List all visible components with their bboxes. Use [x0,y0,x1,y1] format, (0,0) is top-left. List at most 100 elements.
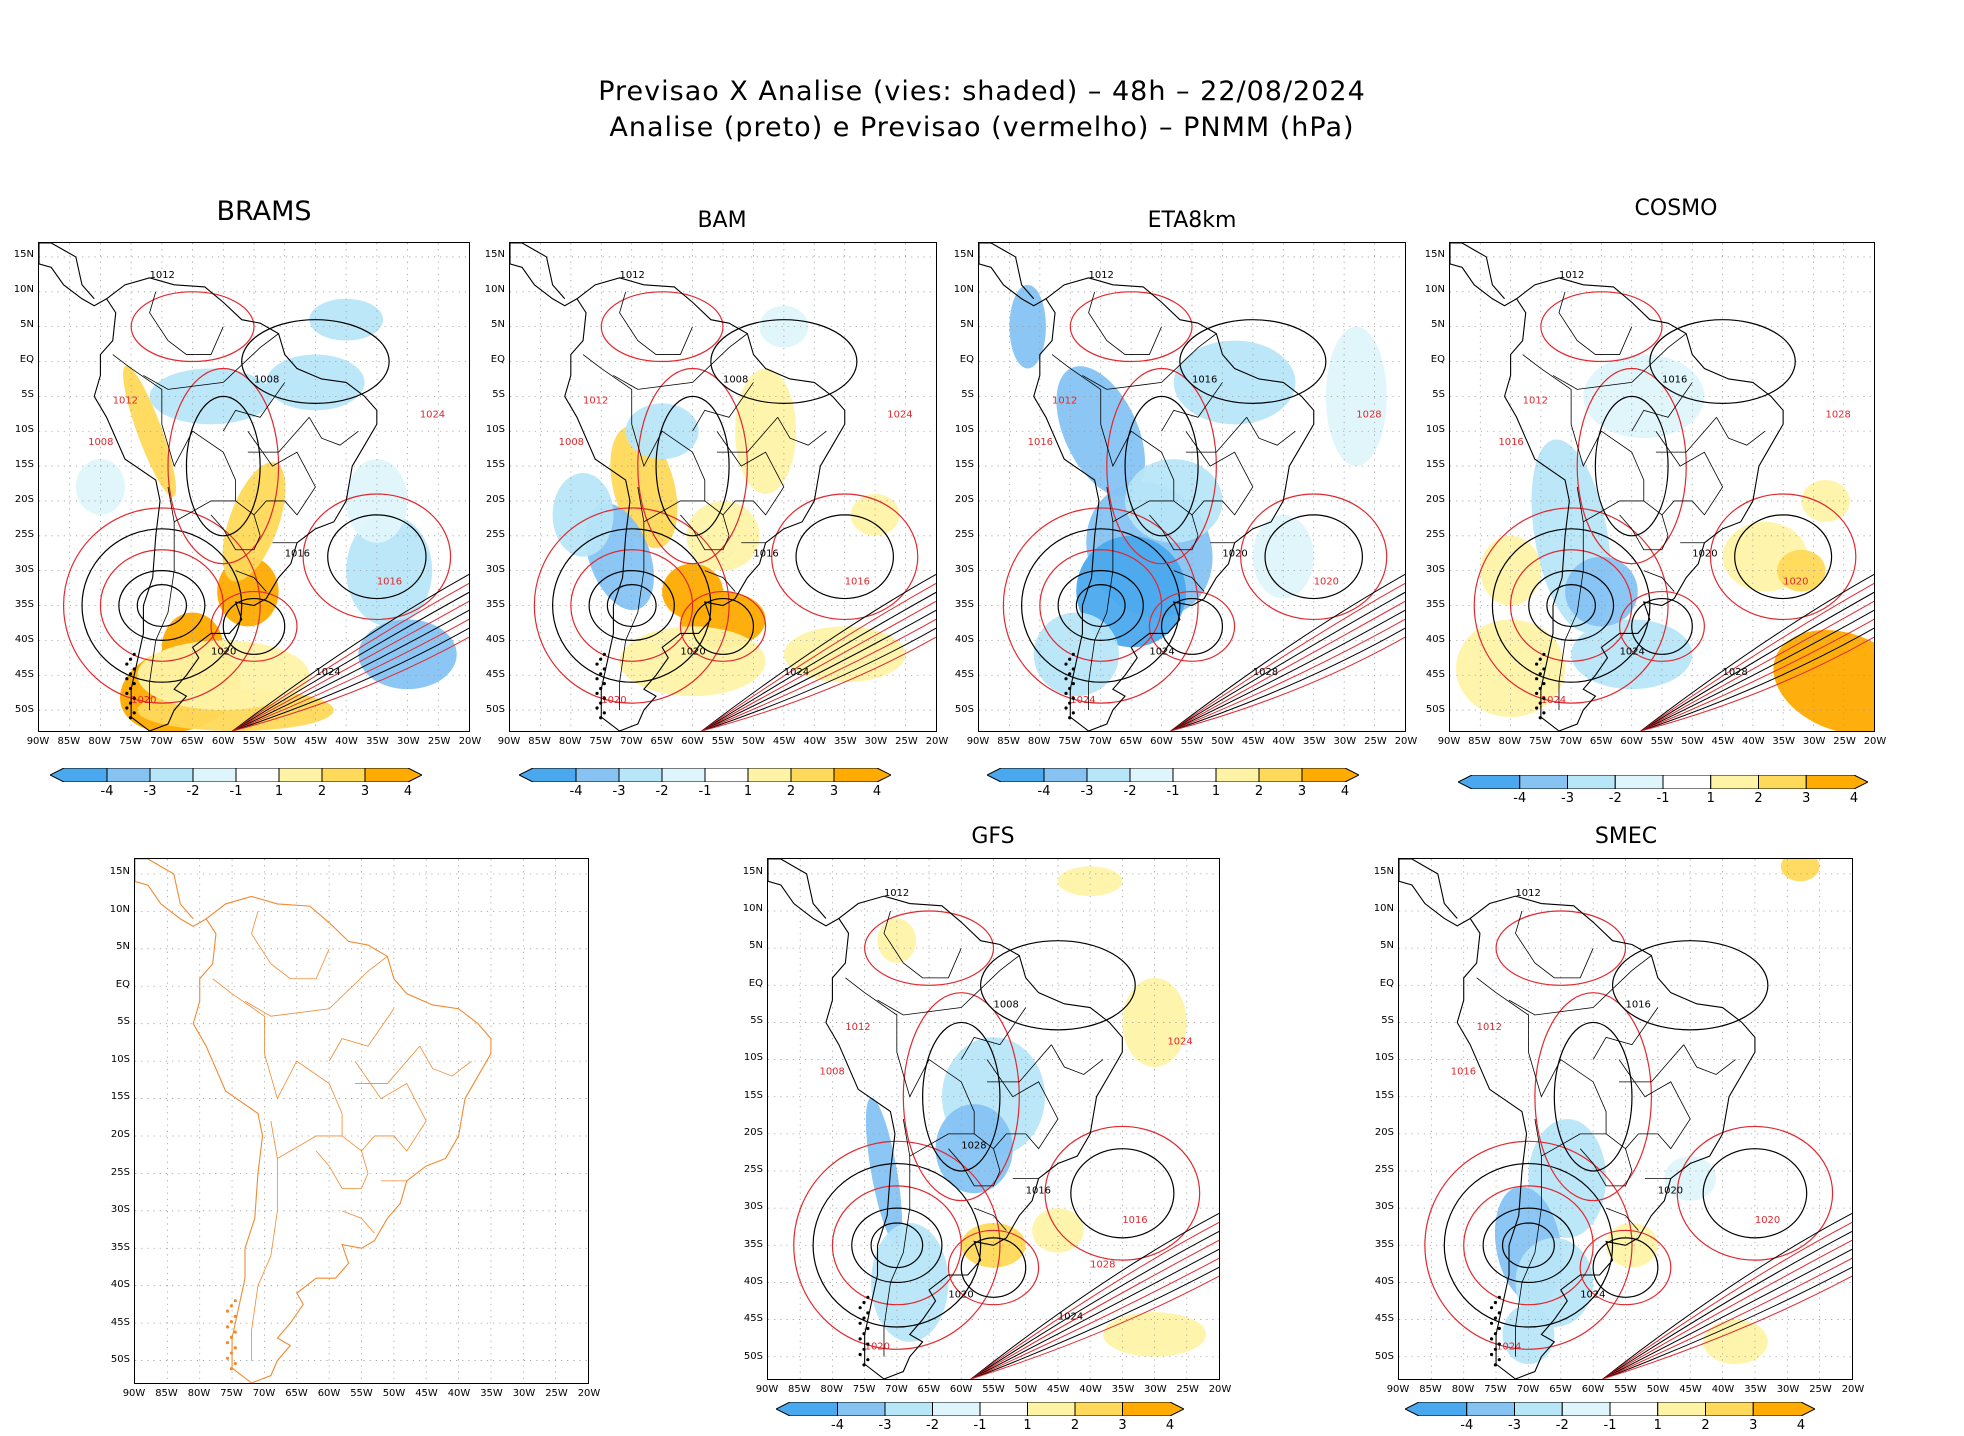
country-border [1592,1007,1659,1060]
island-speckle [132,682,136,686]
isobar-label: 1012 [150,270,175,281]
isobar-contour [1070,1148,1175,1239]
lat-tick-label: 10S [743,1052,763,1064]
lat-tick-label: 35S [954,599,974,610]
bias-shade-pos2 [877,918,917,963]
colorbar-label: 2 [1701,1418,1710,1433]
lat-tick-label: 5S [961,389,974,400]
lon-tick-label: 25W [895,736,918,747]
lon-tick-label: 70W [252,1388,276,1399]
lat-tick-label: 35S [1425,599,1445,610]
colorbar-label: 1 [1023,1418,1032,1433]
colorbar-label: -3 [1508,1418,1521,1433]
colorbar-segment [1657,1402,1706,1416]
colorbar-segment [837,1402,886,1416]
colorbar-segment [884,1402,933,1416]
bias-shade-neg2 [346,514,433,627]
island-speckle [128,701,133,705]
isobar-contour [1482,1207,1575,1284]
isobar-band [232,636,469,731]
lat-tick-label: 5N [1431,319,1445,330]
colorbar-label: -1 [229,784,243,799]
island-speckle [1535,677,1539,681]
colorbar-segment [987,768,1045,782]
island-speckle [595,662,599,666]
lat-tick-label: EQ [115,978,130,990]
lon-tick-label: 80W [1498,736,1522,747]
island-speckle [1064,691,1068,695]
isobar-label: 1012 [583,395,608,406]
isobar-contour [1148,590,1236,662]
lon-tick-label: 30W [864,736,888,747]
isobar-label: 1012 [1477,1022,1502,1033]
lat-tick-label: 20S [1374,1126,1394,1138]
lon-tick-label: 65W [285,1388,308,1399]
colorbar-label: 3 [1297,784,1307,799]
coastline-south-america [825,895,1123,1379]
lat-tick-label: 40S [743,1276,763,1288]
island-speckle [132,652,136,656]
island-speckle [1493,1363,1498,1367]
country-border [902,1118,975,1157]
isobar-label: 1016 [377,577,402,588]
isobar-contour [1160,597,1224,655]
colorbar-label: -4 [1460,1418,1474,1433]
isobar-label: 1008 [88,437,113,448]
lat-tick-label: 30S [14,564,34,575]
lat-tick-label: 5S [117,1016,130,1028]
isobar-label: 1024 [420,409,445,420]
island-speckle [1064,706,1068,710]
lon-tick-label: 45W [772,736,796,747]
colorbar-label: -2 [926,1418,939,1433]
lon-tick-label: 80W [820,1384,844,1395]
island-speckle [602,682,606,686]
country-border [1082,333,1217,390]
lon-tick-label: 70W [1516,1384,1540,1395]
lon-tick-label: 20W [1863,736,1887,747]
lon-tick-label: 65W [1549,1384,1572,1395]
colorbar-segment [1043,768,1088,782]
bias-shade-pos3 [1780,859,1820,882]
isobar-label: 1012 [620,270,645,281]
isobar-contour [1106,367,1217,565]
lat-tick-label: 40S [14,634,34,645]
isobar-band [1170,591,1405,731]
island-speckle [125,706,129,710]
island-speckle [1068,672,1072,676]
lon-tick-label: 35W [833,736,857,747]
lon-tick-label: 40W [1272,736,1296,747]
colorbar-segment [932,1402,981,1416]
colorbar-segment [704,768,749,782]
country-border [419,1045,472,1077]
colorbar-label: 3 [1118,1418,1127,1433]
lat-tick-label: 15S [1374,1089,1394,1101]
isobar-contour [1709,493,1857,621]
isobar-contour [1057,570,1144,641]
lon-tick-label: 60W [317,1388,341,1399]
colorbar-label: -3 [878,1418,892,1433]
colorbar-segment [1519,775,1568,789]
isobar-contour [130,291,255,363]
lon-tick-label: 85W [57,736,81,747]
coastline-south-america [192,895,492,1383]
isobar-label: 1024 [1496,1341,1521,1352]
island-speckle [233,1314,237,1318]
lat-tick-label: 5N [749,940,763,952]
bias-shade-neg1 [346,459,408,543]
colorbar-label: -2 [1555,1418,1569,1433]
lat-tick-label: 25S [954,529,974,540]
colorbar-label: 2 [317,784,327,799]
island-speckle [132,696,136,700]
isobar-band [1602,1222,1852,1379]
lon-tick-label: 60W [1150,736,1173,747]
island-speckle [1489,1337,1494,1341]
isobar-contour [1021,528,1181,683]
lat-tick-label: 10N [1424,284,1445,295]
island-speckle [225,1309,230,1313]
island-speckle [1497,1326,1501,1331]
lat-tick-label: 25S [485,529,505,540]
isobar-label: 1028 [961,1141,986,1152]
island-speckle [229,1351,234,1355]
country-border [212,978,369,1174]
bias-shade-neg2 [149,368,273,425]
